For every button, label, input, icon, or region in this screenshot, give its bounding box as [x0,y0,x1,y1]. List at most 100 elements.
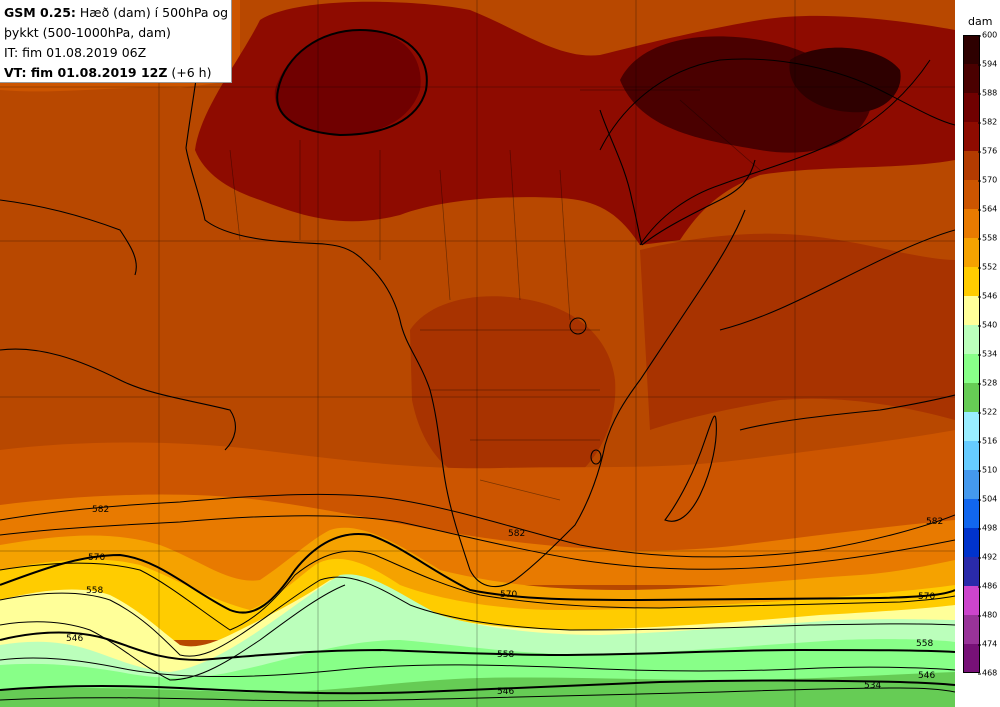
weather-map: 582 582 582 570 570 570 558 558 558 546 … [0,0,955,707]
height-contour-546 [0,679,955,695]
legend-tick-label: 600 [977,30,998,40]
legend-swatch [963,499,980,529]
contour-label-558-east: 558 [916,639,933,649]
legend-swatch [963,64,980,94]
legend-swatch [963,615,980,645]
legend-swatch [963,238,980,268]
contour-label-582-east: 582 [926,517,943,527]
field-band-amber [0,527,955,610]
field-indian-ocean [640,233,955,430]
height-contour-high-core [276,28,428,137]
lake-kariba [590,449,602,465]
thickness-contour-546 [0,657,955,677]
thickness-contour-570 [0,550,955,631]
legend-swatch [963,441,980,471]
thickness-contours [0,58,955,702]
height-contour-576 [0,533,955,614]
contour-label-546-west: 546 [66,634,83,644]
field-band-yellow [0,558,955,640]
legend-tick-label: 570 [977,175,998,185]
map-header: GSM 0.25: Hæð (dam) í 500hPa og þykkt (5… [0,0,232,83]
legend-tick-label: 468 [977,668,998,678]
valid-time: VT: fim 01.08.2019 12Z [4,65,168,80]
legend-tick-label: 474 [977,639,998,649]
legend-tick-label: 558 [977,233,998,243]
init-time: IT: fim 01.08.2019 06Z [4,45,147,60]
legend-swatch [963,470,980,500]
title-line-1: Hæð (dam) í 500hPa og [79,5,229,20]
legend-swatch [963,354,980,384]
height-contours [0,28,955,695]
contour-label-558-mid: 558 [497,650,514,660]
coastlines [0,0,955,588]
height-contour-558 [0,631,955,662]
legend-tick-label: 588 [977,88,998,98]
legend-unit: dam [968,15,993,28]
legend-swatch [963,209,980,239]
contour-label-582-mid: 582 [508,529,525,539]
legend-tick-label: 498 [977,523,998,533]
legend-swatch [963,325,980,355]
model-name: GSM 0.25: [4,5,76,20]
legend-swatch [963,586,980,616]
legend-tick-label: 528 [977,378,998,388]
legend-tick-label: 522 [977,407,998,417]
legend-swatch [963,122,980,152]
forecast-hour: (+6 h) [171,65,212,80]
legend-colorbar [963,35,980,673]
thickness-contour-arabia2 [639,59,931,246]
legend-swatch [963,180,980,210]
legend-tick-label: 510 [977,465,998,475]
legend-tick-label: 594 [977,59,998,69]
legend-tick-label: 516 [977,436,998,446]
contour-label-546-east: 546 [918,671,935,681]
legend-swatch [963,151,980,181]
legend-swatch [963,93,980,123]
header-line-1: GSM 0.25: Hæð (dam) í 500hPa og [4,3,231,23]
field-core-east [789,47,901,113]
legend-tick-label: 480 [977,610,998,620]
contour-label-570-west: 570 [88,553,105,563]
legend-swatch [963,644,980,673]
contour-label-570-mid: 570 [500,590,517,600]
valid-time-row: VT: fim 01.08.2019 12Z (+6 h) [4,63,231,83]
thickness-contour-552 [0,584,346,681]
legend-ticks: 600 594 588 582 576 570 564 558 552 546 540 534 528 5… [977,0,1000,707]
color-legend: dam 600 594 588 582 576 570 564 558 552 546 540 534… [956,0,1000,707]
legend-tick-label: 540 [977,320,998,330]
contour-label-570-east: 570 [918,592,935,602]
title-line-2: þykkt (500-1000hPa, dam) [4,25,171,40]
thickness-contour-582b [0,515,955,570]
legend-swatch [963,296,980,326]
contour-label-558-west: 558 [86,586,103,596]
legend-tick-label: 534 [977,349,998,359]
legend-tick-label: 546 [977,291,998,301]
field-core-sahara [274,30,421,135]
thickness-contour-558 [0,576,955,657]
legend-tick-label: 576 [977,146,998,156]
lake-victoria [569,317,587,335]
contour-label-534: 534 [864,681,881,691]
contour-label-546-mid: 546 [497,687,514,697]
legend-tick-label: 552 [977,262,998,272]
legend-swatch [963,557,980,587]
legend-tick-label: 582 [977,117,998,127]
thickness-contour-534 [0,687,955,702]
legend-tick-label: 564 [977,204,998,214]
thickness-contour-582 [0,493,955,558]
legend-swatch [963,412,980,442]
legend-tick-label: 492 [977,552,998,562]
graticule [0,0,955,707]
thickness-contour-arabia [599,58,955,151]
contour-label-582-west: 582 [92,505,109,515]
legend-swatch [963,35,980,65]
legend-tick-label: 486 [977,581,998,591]
legend-swatch [963,267,980,297]
field-africa-south [410,296,616,488]
thickness-contour-east [719,229,955,331]
map-canvas: 582 582 582 570 570 570 558 558 558 546 … [0,0,955,707]
legend-swatch [963,528,980,558]
borders [229,89,761,501]
legend-tick-label: 504 [977,494,998,504]
legend-swatch [963,383,980,413]
